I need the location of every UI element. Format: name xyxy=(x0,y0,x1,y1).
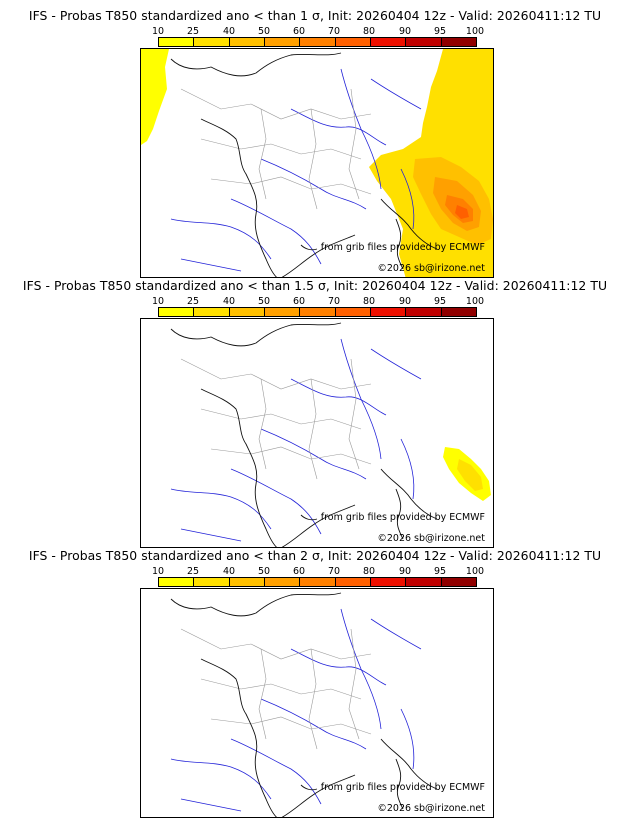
colorbar-swatch xyxy=(263,38,300,46)
colorbar-label: 100 xyxy=(465,26,485,37)
colorbar-swatch xyxy=(228,308,264,316)
prob-area-atlantic xyxy=(141,49,169,145)
colorbar xyxy=(158,577,477,587)
probability-shading xyxy=(141,49,493,277)
colorbar-swatch xyxy=(334,578,370,586)
copyright-label: ©2026 sb@irizone.net xyxy=(377,803,485,814)
colorbar-label: 90 xyxy=(398,296,412,307)
probability-map: from grib files provided by ECMWF ©2026 … xyxy=(140,48,494,278)
map-borders xyxy=(180,88,372,210)
colorbar-label: 95 xyxy=(433,566,447,577)
colorbar-label: 25 xyxy=(186,296,200,307)
map-canvas xyxy=(170,322,491,547)
colorbar-swatch xyxy=(263,308,300,316)
colorbar-swatch xyxy=(440,38,476,46)
colorbar-swatch xyxy=(405,308,441,316)
colorbar-swatch xyxy=(228,578,264,586)
colorbar-swatch xyxy=(263,578,300,586)
colorbar-label: 70 xyxy=(327,296,341,307)
colorbar-swatch xyxy=(159,308,194,316)
colorbar xyxy=(158,307,477,317)
colorbar-swatch xyxy=(159,578,194,586)
colorbar-swatch xyxy=(440,308,476,316)
colorbar-swatch xyxy=(299,38,335,46)
colorbar-label: 25 xyxy=(186,26,200,37)
colorbar-label: 95 xyxy=(433,26,447,37)
colorbar-label: 90 xyxy=(398,566,412,577)
data-credit: from grib files provided by ECMWF xyxy=(320,782,485,793)
colorbar-label: 80 xyxy=(362,26,376,37)
colorbar-label: 25 xyxy=(186,566,200,577)
colorbar-label: 80 xyxy=(362,566,376,577)
colorbar-swatch xyxy=(193,578,229,586)
colorbar-swatch xyxy=(369,578,406,586)
colorbar-swatch xyxy=(334,308,370,316)
map-coastline xyxy=(170,322,438,547)
colorbar-label: 60 xyxy=(292,296,306,307)
colorbar-label: 50 xyxy=(257,26,271,37)
map-rivers xyxy=(170,608,422,812)
map-panel-3: IFS - Probas T850 standardized ano < tha… xyxy=(0,548,630,820)
colorbar-label: 100 xyxy=(465,296,485,307)
map-coastline xyxy=(170,592,438,817)
map-coastline xyxy=(170,52,438,277)
colorbar-labels: 10 25 40 50 60 70 80 90 95 100 xyxy=(140,566,490,577)
colorbar-swatch xyxy=(405,578,441,586)
colorbar-label: 40 xyxy=(222,296,236,307)
colorbar-swatch xyxy=(440,578,476,586)
colorbar-swatch xyxy=(299,578,335,586)
colorbar-label: 60 xyxy=(292,26,306,37)
map-borders xyxy=(180,628,372,750)
probability-map: from grib files provided by ECMWF ©2026 … xyxy=(140,588,494,818)
map-panel-2: IFS - Probas T850 standardized ano < tha… xyxy=(0,278,630,550)
colorbar-label: 40 xyxy=(222,26,236,37)
colorbar-swatch xyxy=(334,38,370,46)
colorbar-label: 70 xyxy=(327,566,341,577)
colorbar-swatch xyxy=(369,308,406,316)
map-panel-1: IFS - Probas T850 standardized ano < tha… xyxy=(0,8,630,280)
colorbar-label: 95 xyxy=(433,296,447,307)
colorbar-labels: 10 25 40 50 60 70 80 90 95 100 xyxy=(140,26,490,37)
map-rivers xyxy=(170,68,422,272)
colorbar-label: 50 xyxy=(257,296,271,307)
prob-area-alps-max xyxy=(455,205,469,219)
data-credit: from grib files provided by ECMWF xyxy=(320,512,485,523)
probability-shading xyxy=(443,447,491,501)
colorbar-label: 80 xyxy=(362,296,376,307)
colorbar-label: 10 xyxy=(151,26,165,37)
colorbar-swatch xyxy=(193,308,229,316)
map-rivers xyxy=(170,338,422,542)
map-borders xyxy=(180,358,372,480)
colorbar-swatch xyxy=(228,38,264,46)
colorbar xyxy=(158,37,477,47)
probability-map: from grib files provided by ECMWF ©2026 … xyxy=(140,318,494,548)
map-canvas xyxy=(170,592,438,817)
panel-title: IFS - Probas T850 standardized ano < tha… xyxy=(28,8,602,23)
colorbar-label: 40 xyxy=(222,566,236,577)
colorbar-label: 50 xyxy=(257,566,271,577)
panel-title: IFS - Probas T850 standardized ano < tha… xyxy=(22,278,608,293)
colorbar-swatch xyxy=(193,38,229,46)
prob-area-italy-inner xyxy=(457,459,483,491)
map-canvas xyxy=(141,49,493,277)
panel-title: IFS - Probas T850 standardized ano < tha… xyxy=(28,548,602,563)
colorbar-label: 70 xyxy=(327,26,341,37)
copyright-label: ©2026 sb@irizone.net xyxy=(377,533,485,544)
colorbar-label: 10 xyxy=(151,296,165,307)
colorbar-labels: 10 25 40 50 60 70 80 90 95 100 xyxy=(140,296,490,307)
data-credit: from grib files provided by ECMWF xyxy=(320,242,485,253)
colorbar-label: 100 xyxy=(465,566,485,577)
colorbar-swatch xyxy=(159,38,194,46)
copyright-label: ©2026 sb@irizone.net xyxy=(377,263,485,274)
colorbar-label: 10 xyxy=(151,566,165,577)
colorbar-swatch xyxy=(405,38,441,46)
colorbar-swatch xyxy=(299,308,335,316)
colorbar-label: 90 xyxy=(398,26,412,37)
colorbar-swatch xyxy=(369,38,406,46)
colorbar-label: 60 xyxy=(292,566,306,577)
